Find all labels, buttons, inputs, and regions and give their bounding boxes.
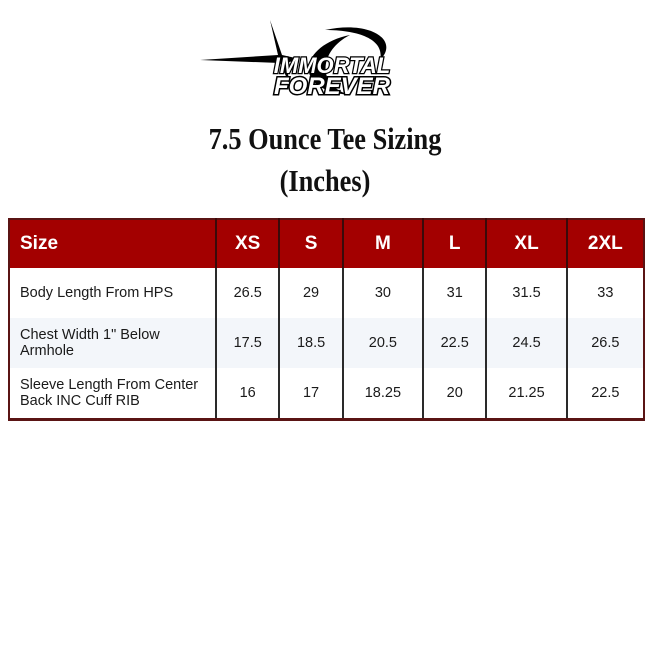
row-label: Chest Width 1" Below Armhole: [9, 318, 217, 368]
cell: 18.5: [279, 318, 344, 368]
cell: 30: [342, 268, 425, 318]
cell: 20: [423, 368, 488, 420]
cell: 31.5: [486, 268, 568, 318]
cell: 22.5: [423, 318, 488, 368]
table-row: Chest Width 1" Below Armhole 17.5 18.5 2…: [9, 318, 644, 368]
header-row: Size XS S M L XL 2XL: [9, 219, 644, 268]
header-xl: XL: [486, 219, 568, 268]
size-chart-table: Size XS S M L XL 2XL Body Length From HP…: [8, 218, 645, 421]
cell: 24.5: [486, 318, 568, 368]
header-2xl: 2XL: [566, 219, 644, 268]
cell: 26.5: [216, 268, 281, 318]
row-label: Sleeve Length From Center Back INC Cuff …: [9, 368, 217, 420]
cell: 17.5: [216, 318, 281, 368]
row-label: Body Length From HPS: [9, 268, 217, 318]
cell: 31: [423, 268, 488, 318]
cell: 29: [279, 268, 344, 318]
header-m: M: [342, 219, 425, 268]
cell: 16: [216, 368, 281, 420]
cell: 20.5: [342, 318, 425, 368]
header-s: S: [279, 219, 344, 268]
cell: 33: [597, 285, 614, 301]
brand-logo: IMMORTAL FOREVER: [200, 20, 392, 102]
cell: 21.25: [486, 368, 568, 420]
cell: 22.5: [591, 385, 620, 401]
page-title: 7.5 Ounce Tee Sizing: [208, 121, 442, 156]
svg-text:FOREVER: FOREVER: [274, 73, 391, 100]
header-xs: XS: [216, 219, 281, 268]
cell: 17: [279, 368, 344, 420]
svg-text:IMMORTAL: IMMORTAL: [274, 53, 391, 78]
cell: 18.25: [342, 368, 425, 420]
page-subtitle: (Inches): [279, 163, 371, 198]
cell: 26.5: [566, 318, 644, 368]
header-l: L: [423, 219, 488, 268]
header-size: Size: [9, 219, 217, 268]
table-row: Sleeve Length From Center Back INC Cuff …: [9, 368, 644, 420]
table-row: Body Length From HPS 26.5 29 30 31 31.5 …: [9, 268, 644, 318]
